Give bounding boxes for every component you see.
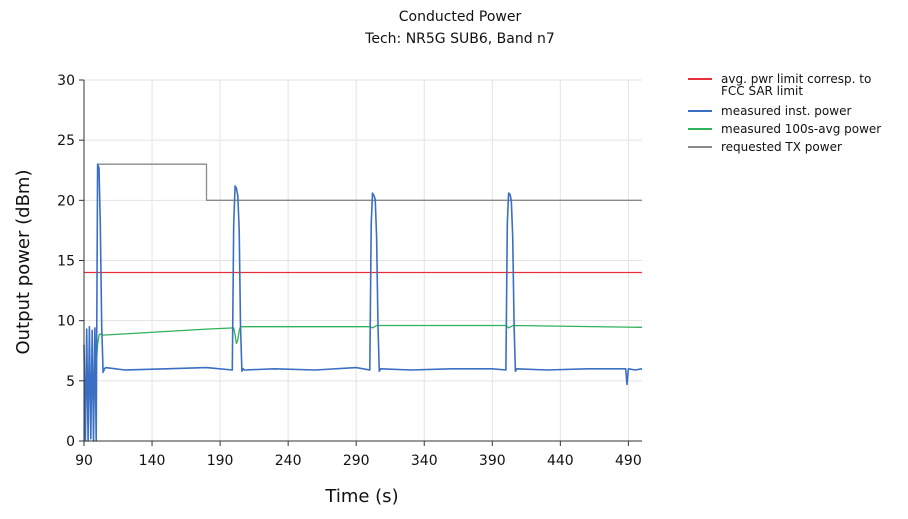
y-axis-title: Output power (dBm) — [13, 170, 34, 355]
chart-title: Conducted Power — [399, 9, 522, 25]
x-tick-label: 190 — [207, 453, 234, 469]
legend-label-1: measured inst. power — [721, 104, 851, 118]
y-tick-label: 30 — [57, 73, 75, 89]
x-tick-label: 290 — [343, 453, 370, 469]
y-tick-label: 25 — [57, 133, 75, 149]
series-lines — [83, 163, 643, 442]
x-tick-label: 390 — [479, 453, 506, 469]
x-tick-label: 490 — [615, 453, 642, 469]
series-line-2 — [84, 324, 643, 388]
x-tick-label: 440 — [547, 453, 574, 469]
legend-label-3: requested TX power — [721, 140, 842, 154]
chart-subtitle: Tech: NR5G SUB6, Band n7 — [364, 31, 555, 47]
x-tick-label: 340 — [411, 453, 438, 469]
axes — [79, 79, 642, 446]
y-tick-label: 5 — [66, 374, 75, 390]
legend-label-0: FCC SAR limit — [721, 84, 803, 98]
x-tick-label: 140 — [139, 453, 166, 469]
y-tick-label: 0 — [66, 434, 75, 450]
series-line-1 — [83, 163, 643, 442]
legend-label-2: measured 100s-avg power — [721, 122, 881, 136]
x-tick-label: 90 — [75, 453, 93, 469]
y-tick-label: 20 — [57, 193, 75, 209]
y-tick-label: 10 — [57, 314, 75, 330]
tick-labels: 0 5 10 15 20 25 30 90 140 190 240 290 340 390 440 490 — [57, 73, 642, 469]
x-tick-label: 240 — [275, 453, 302, 469]
grid-lines — [83, 79, 642, 442]
legend-label-0: avg. pwr limit corresp. to — [721, 72, 871, 86]
series-line-3 — [97, 163, 642, 201]
x-axis-title: Time (s) — [324, 486, 398, 507]
y-tick-label: 15 — [57, 254, 75, 270]
